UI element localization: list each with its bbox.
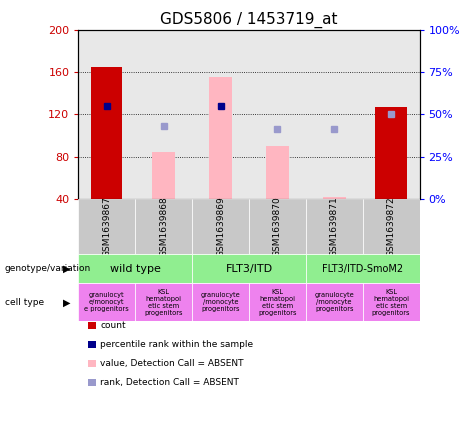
Bar	[192, 199, 249, 254]
Text: FLT3/ITD: FLT3/ITD	[225, 264, 272, 274]
Text: GSM1639872: GSM1639872	[387, 196, 396, 257]
Text: FLT3/ITD-SmoM2: FLT3/ITD-SmoM2	[322, 264, 403, 274]
Text: GSM1639868: GSM1639868	[159, 196, 168, 257]
Bar	[135, 199, 192, 254]
Text: wild type: wild type	[110, 264, 161, 274]
Text: KSL
hematopoi
etic stem
progenitors: KSL hematopoi etic stem progenitors	[258, 289, 296, 316]
Text: KSL
hematopoi
etic stem
progenitors: KSL hematopoi etic stem progenitors	[372, 289, 410, 316]
Text: genotype/variation: genotype/variation	[5, 264, 91, 273]
Text: percentile rank within the sample: percentile rank within the sample	[100, 340, 254, 349]
Bar	[192, 254, 306, 283]
Text: KSL
hematopoi
etic stem
progenitors: KSL hematopoi etic stem progenitors	[144, 289, 183, 316]
Text: GSM1639870: GSM1639870	[273, 196, 282, 257]
Bar	[91, 67, 123, 199]
Title: GDS5806 / 1453719_at: GDS5806 / 1453719_at	[160, 12, 338, 28]
Bar	[209, 77, 232, 199]
Bar	[135, 283, 192, 321]
Text: ▶: ▶	[63, 297, 71, 308]
Text: GSM1639871: GSM1639871	[330, 196, 339, 257]
Text: count: count	[100, 321, 126, 330]
Bar	[266, 146, 289, 199]
Bar	[78, 199, 135, 254]
Text: ▶: ▶	[63, 264, 71, 274]
Text: cell type: cell type	[5, 298, 44, 307]
Text: granulocyte
/monocyte
progenitors: granulocyte /monocyte progenitors	[201, 292, 240, 313]
Bar	[306, 283, 363, 321]
Text: rank, Detection Call = ABSENT: rank, Detection Call = ABSENT	[100, 378, 239, 387]
Bar	[306, 254, 420, 283]
Bar	[249, 283, 306, 321]
Text: value, Detection Call = ABSENT: value, Detection Call = ABSENT	[100, 359, 244, 368]
Bar	[78, 283, 135, 321]
Text: GSM1639869: GSM1639869	[216, 196, 225, 257]
Bar	[375, 107, 407, 199]
Bar	[363, 199, 420, 254]
Text: granulocyte
/monocyte
progenitors: granulocyte /monocyte progenitors	[314, 292, 354, 313]
Bar	[192, 283, 249, 321]
Bar	[306, 199, 363, 254]
Bar	[249, 199, 306, 254]
Bar	[363, 283, 420, 321]
Bar	[78, 254, 192, 283]
Bar	[323, 197, 346, 199]
Text: granulocyt
e/monocyt
e progenitors: granulocyt e/monocyt e progenitors	[84, 292, 129, 313]
Text: GSM1639867: GSM1639867	[102, 196, 111, 257]
Bar	[152, 152, 175, 199]
